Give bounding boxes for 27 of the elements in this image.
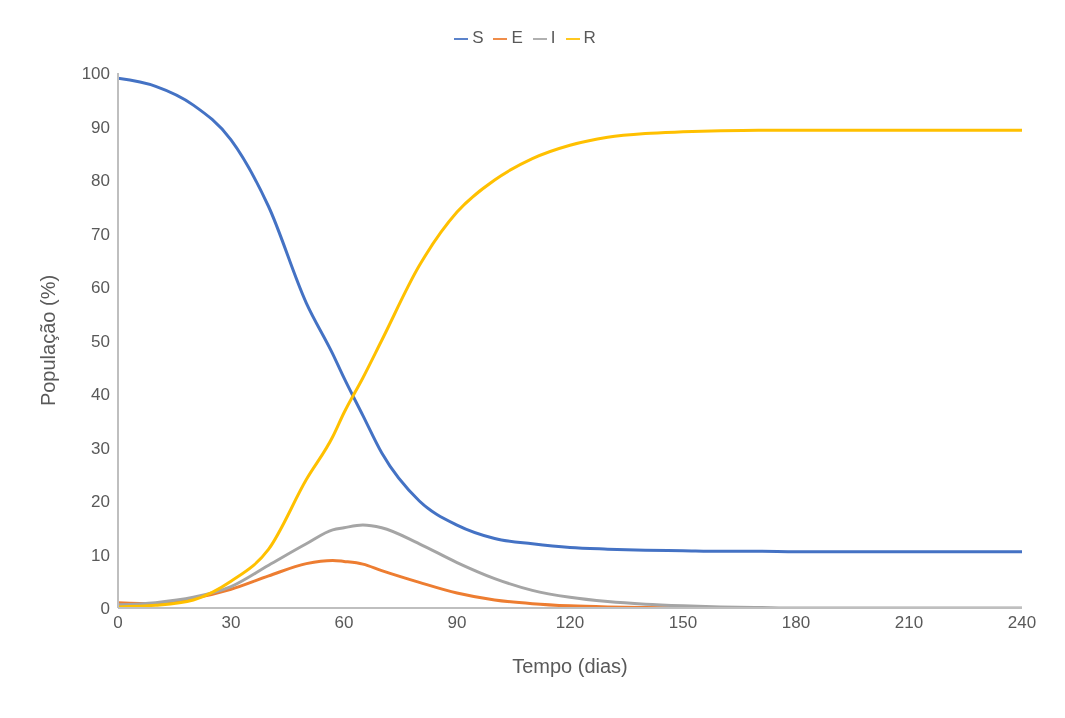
- x-tick-label: 240: [1007, 613, 1037, 633]
- x-tick-label: 180: [781, 613, 811, 633]
- y-tick-label: 10: [91, 545, 110, 565]
- legend-label: R: [583, 28, 596, 47]
- y-tick-label: 20: [91, 492, 110, 512]
- y-tick-label: 80: [91, 171, 110, 191]
- legend-label: I: [550, 28, 556, 47]
- x-tick-label: 60: [334, 613, 354, 633]
- y-tick-label: 60: [91, 278, 110, 298]
- y-tick-label: 90: [91, 117, 110, 137]
- y-tick-label: 0: [100, 599, 110, 619]
- y-tick-label: 30: [91, 438, 110, 458]
- legend-label: S: [472, 28, 484, 47]
- y-tick-label: 100: [81, 64, 110, 84]
- y-tick-label: 40: [91, 385, 110, 405]
- y-axis-title: População (%): [37, 274, 60, 407]
- line-series: [118, 76, 1022, 554]
- x-axis-title: Tempo (dias): [512, 655, 628, 677]
- x-tick-label: 210: [894, 613, 924, 633]
- x-tick-label: 0: [113, 613, 123, 633]
- legend-label: E: [511, 28, 523, 47]
- x-tick-label: 30: [221, 613, 241, 633]
- x-tick-label: 90: [447, 613, 467, 633]
- y-tick-label: 70: [91, 224, 110, 244]
- x-tick-label: 150: [668, 613, 698, 633]
- y-tick-label: 50: [91, 331, 110, 351]
- x-tick-label: 120: [555, 613, 585, 633]
